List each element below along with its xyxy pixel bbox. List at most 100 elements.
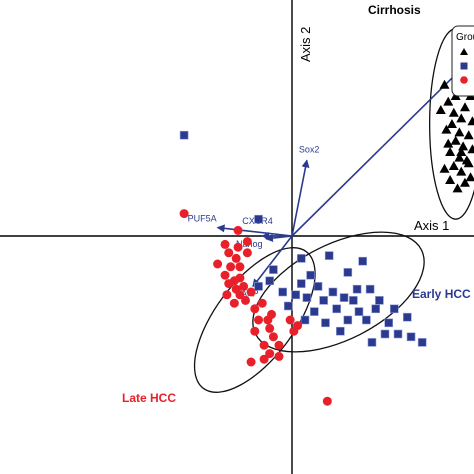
point-early-hcc [283,301,293,311]
point-early-hcc [403,312,412,322]
point-early-hcc [417,338,427,347]
point-late-hcc [268,332,278,342]
point-late-hcc [220,239,230,249]
vector-label-puf5a: PUF5A [188,214,217,224]
point-early-hcc [319,296,328,305]
point-early-hcc [296,279,306,288]
point-cirrhosis [443,138,454,148]
point-early-hcc [179,130,189,140]
point-cirrhosis [456,166,467,176]
point-early-hcc [278,287,288,297]
legend-marker-circle [460,76,468,84]
point-early-hcc [365,284,375,294]
point-early-hcc [367,338,377,347]
point-late-hcc [263,315,273,325]
point-late-hcc [213,259,223,269]
point-late-hcc [246,287,256,297]
point-late-hcc [224,248,234,258]
point-early-hcc [254,282,263,291]
point-late-hcc [222,290,232,300]
point-early-hcc [349,296,358,305]
point-early-hcc [296,254,306,263]
point-cirrhosis [448,107,459,117]
point-cirrhosis [459,102,470,112]
point-early-hcc [321,318,330,328]
point-early-hcc [343,268,353,277]
point-late-hcc [239,281,249,291]
point-late-hcc [293,321,303,331]
point-late-hcc [250,304,260,314]
point-cirrhosis [452,183,463,193]
point-cirrhosis [435,105,446,114]
point-cirrhosis [467,116,474,126]
vector-arrow-afp [252,235,293,288]
point-cirrhosis [439,163,450,173]
vector-label-sox2: Sox2 [299,144,320,154]
point-cirrhosis [459,177,470,187]
point-cirrhosis [458,141,469,151]
point-late-hcc [233,225,243,235]
legend-marker-square [460,62,468,70]
point-late-hcc [220,270,230,280]
point-early-hcc [362,315,371,325]
point-late-hcc [235,262,245,272]
point-cirrhosis [441,124,452,134]
point-late-hcc [229,298,239,308]
point-cirrhosis [445,147,456,156]
point-early-hcc [306,270,315,280]
point-late-hcc [259,354,269,364]
point-cirrhosis [454,127,465,137]
point-early-hcc [371,304,381,314]
point-late-hcc [254,315,264,325]
point-cirrhosis [456,113,467,123]
point-early-hcc [336,326,345,336]
point-early-hcc [302,293,312,302]
point-late-hcc [246,357,256,367]
point-early-hcc [358,256,367,266]
point-late-hcc [265,323,275,333]
point-early-hcc [328,287,338,297]
point-late-hcc [233,242,243,252]
point-early-hcc [375,296,384,305]
point-late-hcc [250,326,260,336]
point-cirrhosis [467,144,474,154]
point-early-hcc [310,307,319,316]
vector-arrow-nanog [264,234,293,243]
point-cirrhosis [456,147,467,156]
point-cirrhosis [445,175,456,184]
point-early-hcc [332,304,341,314]
point-cirrhosis [454,152,465,162]
point-late-hcc [265,349,275,359]
point-late-hcc [322,396,332,406]
group-label-early-hcc: Early HCC [412,287,471,301]
point-cirrhosis [450,135,461,145]
point-early-hcc [324,251,334,260]
point-early-hcc [269,265,278,274]
legend-box [451,25,474,97]
point-early-hcc [380,329,390,339]
point-cirrhosis [465,172,474,182]
point-late-hcc [241,295,250,305]
vector-arrow-puf5a [216,224,293,237]
point-early-hcc [389,304,399,314]
vector-arrow-cxcl2 [291,70,461,237]
point-late-hcc [235,273,245,283]
legend-marker-triangle [460,48,468,55]
point-early-hcc [343,315,353,325]
point-early-hcc [406,332,416,342]
point-late-hcc [257,298,267,308]
point-early-hcc [339,293,349,302]
point-cirrhosis [463,158,474,168]
point-late-hcc [235,290,245,300]
point-early-hcc [393,329,403,339]
vector-arrow-sox2 [291,159,310,237]
point-late-hcc [242,237,252,247]
point-late-hcc [231,253,241,263]
point-late-hcc [274,351,284,361]
point-late-hcc [259,340,269,350]
x-axis-label: Axis 1 [414,218,449,233]
legend-title: Grou [456,32,474,43]
point-cirrhosis [446,119,457,128]
point-early-hcc [291,290,301,300]
